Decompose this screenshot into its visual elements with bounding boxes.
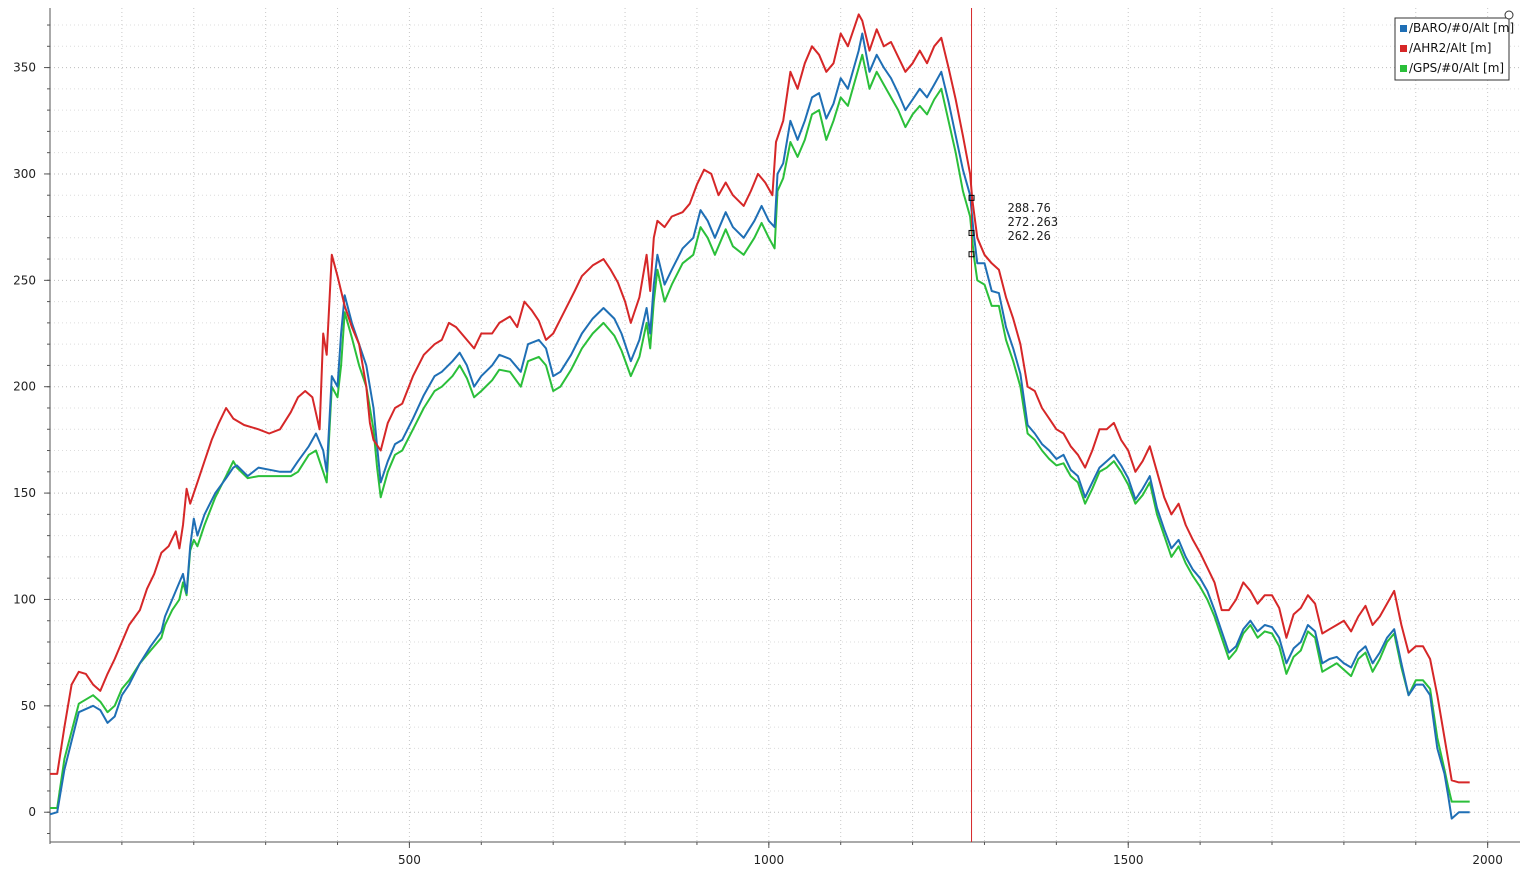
y-tick-label: 150	[13, 486, 36, 500]
x-tick-label: 1500	[1113, 853, 1144, 867]
series-line-3[interactable]	[50, 53, 1470, 809]
x-tick-label: 1000	[754, 853, 785, 867]
y-tick-label: 100	[13, 592, 36, 606]
legend-swatch	[1400, 25, 1407, 32]
axes: 500 1000 1500 2000 0 50 100 150 200 250 300 350	[13, 8, 1520, 867]
series-line-2[interactable]	[50, 13, 1470, 784]
cursor-value-label: 288.76	[1008, 201, 1051, 215]
y-tick-label: 250	[13, 273, 36, 287]
y-tick-label: 200	[13, 380, 36, 394]
y-tick-label: 300	[13, 167, 36, 181]
cursor-marker	[968, 251, 975, 258]
y-tick-label: 0	[28, 805, 36, 819]
grid	[50, 8, 1520, 842]
x-tick-label: 500	[398, 853, 421, 867]
cursor-value-label: 272.263	[1008, 215, 1059, 229]
series-line-1[interactable]	[50, 32, 1470, 820]
y-tick-label: 50	[21, 699, 36, 713]
legend-label[interactable]: /BARO/#0/Alt [m]	[1409, 21, 1514, 35]
x-tick-label: 2000	[1472, 853, 1503, 867]
legend-swatch	[1400, 45, 1407, 52]
legend-swatch	[1400, 65, 1407, 72]
cursor-marker	[968, 194, 975, 201]
cursor-value-label: 262.26	[1008, 229, 1051, 243]
y-tick-label: 350	[13, 61, 36, 75]
legend-label[interactable]: /AHR2/Alt [m]	[1409, 41, 1491, 55]
cursor-marker	[968, 229, 975, 236]
legend[interactable]: /BARO/#0/Alt [m] /AHR2/Alt [m] /GPS/#0/Alt…	[1394, 10, 1514, 81]
series-group	[50, 13, 1470, 820]
legend-box[interactable]	[1394, 17, 1510, 81]
legend-resize-handle[interactable]	[1504, 10, 1514, 20]
legend-label[interactable]: /GPS/#0/Alt [m]	[1409, 61, 1504, 75]
